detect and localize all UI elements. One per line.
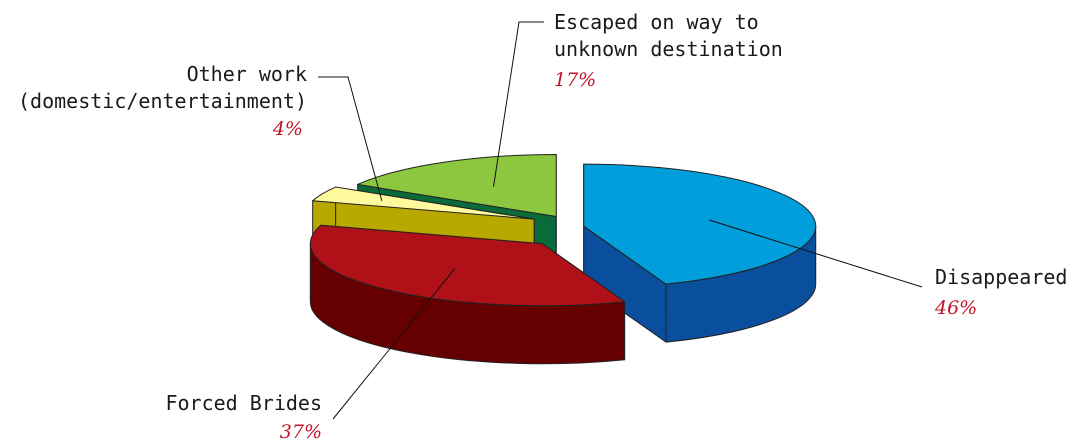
slice-top-other-work <box>312 186 535 220</box>
leader-line-disappeared <box>709 219 923 288</box>
slice-forced-brides <box>309 224 626 365</box>
leader-line-escaped <box>493 21 544 187</box>
percent-disappeared: 46% <box>934 297 977 319</box>
label-other-work-line1: Other work <box>187 62 307 86</box>
slices-group <box>309 154 817 365</box>
leader-line-forced-brides <box>332 268 456 420</box>
slice-top-forced-brides <box>309 224 626 307</box>
slice-disappeared <box>583 163 817 343</box>
label-escaped-line2: unknown destination <box>554 37 783 61</box>
percent-other-work: 4% <box>272 118 303 140</box>
leader-line-other-work <box>318 76 383 201</box>
slice-top-disappeared <box>583 163 817 285</box>
percent-forced-brides: 37% <box>280 421 322 443</box>
slice-labels: Disappeared 46% Forced Brides 37% Other … <box>18 10 1067 443</box>
label-disappeared: Disappeared <box>935 265 1067 289</box>
label-forced-brides: Forced Brides <box>165 391 322 415</box>
percent-escaped: 17% <box>554 69 596 91</box>
label-escaped-line1: Escaped on way to <box>554 10 759 34</box>
label-other-work-line2: (domestic/entertainment) <box>18 89 307 113</box>
leader-lines <box>318 21 923 420</box>
slice-top-escaped <box>357 154 557 218</box>
